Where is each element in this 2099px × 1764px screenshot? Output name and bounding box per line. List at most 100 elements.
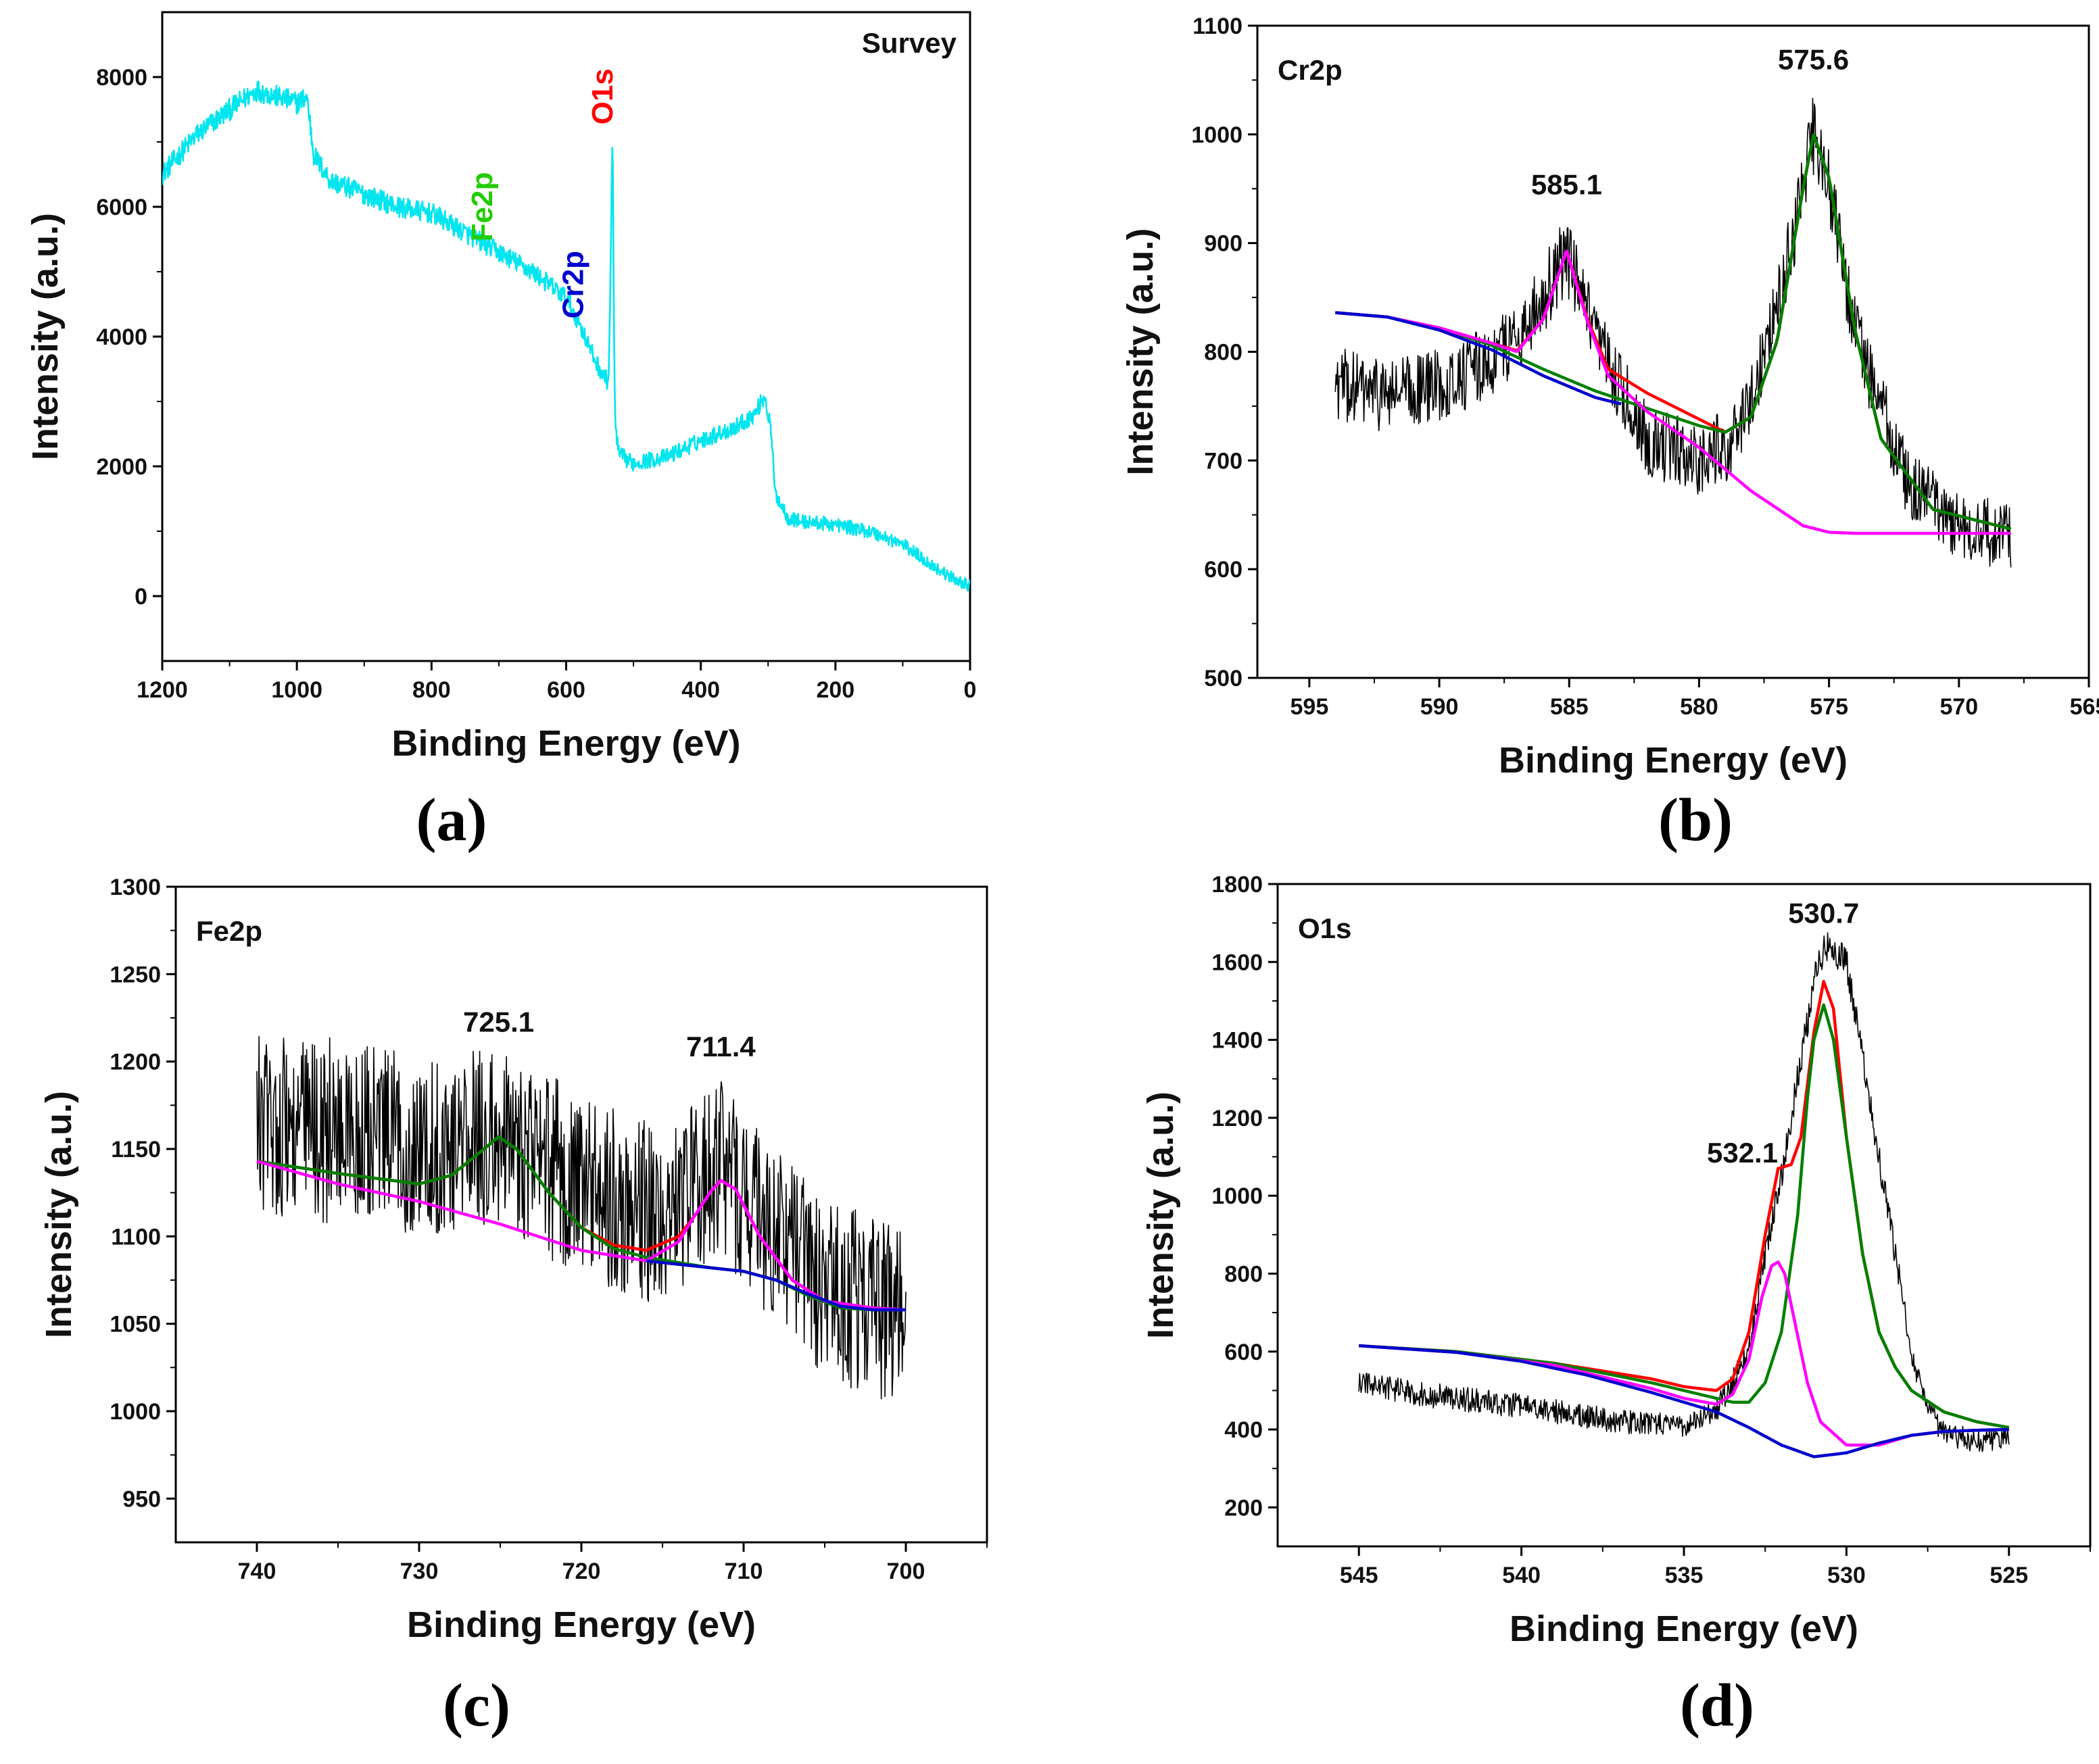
y-tick-label: 1200 [110,1050,161,1075]
x-tick-label: 740 [238,1559,276,1584]
plot-area [1358,932,2010,1459]
series-peak-585-1-background [1335,249,2011,535]
x-tick-label: 545 [1340,1563,1378,1588]
y-tick-label: 1600 [1211,950,1263,975]
panel-b: 595 590 585 580 575 570 565 500 600 700 800 900 1000… [1120,14,2099,854]
element-label: Cr2p [556,251,589,318]
y-tick-label: 1000 [110,1399,161,1425]
panel-title: O1s [1298,912,1351,944]
plot-frame [174,885,988,1544]
panel-caption: (b) [1658,787,1733,854]
y-tick-label: 1800 [1211,872,1263,898]
x-tick-label: 0 [964,677,977,703]
x-tick-label: 600 [547,677,585,703]
peak-label: 532.1 [1707,1137,1778,1169]
x-tick-label: 565 [2070,694,2099,720]
element-label: Fe2p [466,172,499,242]
x-tick-label: 710 [725,1559,763,1584]
y-tick-label: 1200 [1211,1106,1263,1131]
x-tick-label: 720 [562,1559,601,1584]
y-tick-label: 800 [1204,340,1242,366]
plot-area [256,1035,907,1400]
y-tick-label: 600 [1204,557,1242,583]
x-axis-title: Binding Energy (eV) [391,723,740,764]
y-tick-label: 1150 [111,1137,161,1162]
y-tick-label: 1100 [111,1224,161,1250]
x-axis-title: Binding Energy (eV) [1499,740,1848,781]
x-tick-label: 700 [887,1559,925,1584]
y-tick-label: 8000 [96,65,147,91]
y-tick-label: 900 [1204,231,1242,257]
x-tick-label: 1000 [271,677,322,703]
y-tick-label: 500 [1204,666,1242,691]
series-survey [162,80,970,592]
series-raw-data [256,1035,907,1400]
series-background [1359,1344,2009,1459]
series-envelope [1335,133,2012,531]
plot-frame [1276,883,2092,1548]
plot-area [1334,97,2012,568]
x-tick-label: 595 [1290,694,1329,720]
y-tick-label: 400 [1224,1417,1263,1443]
panel-c: 740 730 720 710 700 950 1000 1050 1100 1150 1200 12… [39,875,988,1739]
y-tick-label: 1000 [1211,1183,1263,1209]
y-tick-label: 1100 [1192,14,1242,39]
y-tick-label: 1250 [110,962,161,987]
y-tick-label: 0 [135,584,147,610]
x-tick-label: 1200 [137,677,188,703]
series-background [645,1259,907,1312]
series-peak-575-6-background [1335,133,2012,531]
x-tick-label: 590 [1420,694,1459,720]
panel-title: Cr2p [1278,54,1343,86]
peak-label: 711.4 [686,1031,756,1062]
panel-title: Survey [862,27,957,59]
y-axis-title: Intensity (a.u.) [39,1091,79,1338]
panel-caption: (c) [443,1672,510,1739]
y-tick-label: 1400 [1211,1028,1263,1054]
series-raw-data [1334,97,2012,568]
plot-frame [1256,24,2090,679]
x-tick-label: 800 [412,677,451,703]
x-tick-label: 575 [1810,694,1848,720]
x-tick-label: 585 [1550,694,1589,720]
x-tick-label: 535 [1665,1563,1704,1588]
y-tick-label: 4000 [96,324,147,350]
panel-a: 1200 1000 800 600 400 200 002000400060008000Bi… [25,11,977,854]
peak-label: 530.7 [1788,898,1859,929]
panel-caption: (a) [416,787,487,854]
x-tick-label: 530 [1827,1563,1866,1588]
x-tick-label: 540 [1502,1563,1541,1588]
y-tick-label: 1000 [1191,122,1242,148]
y-axis-title: Intensity (a.u.) [25,213,66,460]
x-tick-label: 730 [400,1559,439,1584]
panel-d: 545 540 535 530 525 200 400 600 800 1000 1200 1400 1… [1140,872,2092,1739]
plot-frame [161,11,971,662]
y-tick-label: 1300 [110,875,161,900]
x-tick-label: 400 [681,677,720,703]
peak-label: 575.6 [1778,43,1849,75]
peak-label: 725.1 [463,1006,534,1038]
y-tick-label: 600 [1224,1340,1263,1365]
y-tick-label: 1050 [110,1312,161,1338]
x-tick-label: 200 [816,677,854,703]
x-tick-label: 525 [1989,1563,2028,1588]
series-peak-530-7-background [1359,1003,2010,1429]
x-axis-title: Binding Energy (eV) [1510,1609,1858,1649]
x-axis-title: Binding Energy (eV) [407,1604,756,1645]
y-tick-label: 6000 [96,195,147,220]
series-peak-711-4-background [256,1159,907,1312]
panel-caption: (d) [1680,1672,1754,1739]
x-tick-label: 580 [1680,694,1718,720]
x-tick-label: 570 [1939,694,1978,720]
series-raw-data [1358,932,2010,1452]
series-background [1334,311,1622,406]
plot-area [162,80,970,592]
y-tick-label: 800 [1224,1261,1263,1287]
panel-title: Fe2p [196,915,262,947]
y-axis-title: Intensity (a.u.) [1120,228,1161,475]
y-tick-label: 700 [1204,448,1242,474]
peak-label: 585.1 [1531,168,1602,200]
y-axis-title: Intensity (a.u.) [1140,1092,1181,1339]
y-tick-label: 200 [1224,1495,1263,1521]
